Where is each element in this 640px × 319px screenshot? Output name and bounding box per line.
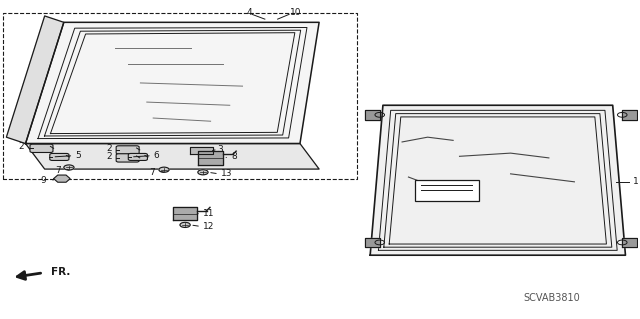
- FancyBboxPatch shape: [116, 146, 139, 154]
- FancyBboxPatch shape: [30, 144, 53, 152]
- FancyBboxPatch shape: [128, 153, 147, 160]
- FancyBboxPatch shape: [116, 154, 139, 162]
- Polygon shape: [6, 16, 64, 144]
- Text: 6: 6: [154, 151, 159, 160]
- Polygon shape: [622, 110, 637, 120]
- FancyBboxPatch shape: [415, 180, 479, 201]
- Text: 5: 5: [76, 151, 81, 160]
- Polygon shape: [365, 238, 380, 247]
- Text: FR.: FR.: [51, 267, 70, 277]
- Polygon shape: [26, 144, 319, 169]
- Text: 11: 11: [203, 209, 214, 218]
- Text: 3: 3: [217, 145, 223, 154]
- Polygon shape: [26, 22, 319, 144]
- Text: 2: 2: [19, 142, 24, 151]
- Text: 1: 1: [633, 177, 639, 186]
- Polygon shape: [622, 238, 637, 247]
- Circle shape: [159, 167, 169, 172]
- Polygon shape: [189, 147, 212, 154]
- Text: 12: 12: [203, 222, 214, 231]
- Text: 10: 10: [291, 8, 302, 17]
- Text: 4: 4: [246, 8, 252, 17]
- Text: 7: 7: [149, 168, 155, 177]
- Polygon shape: [365, 110, 380, 120]
- Polygon shape: [198, 151, 223, 165]
- Circle shape: [180, 222, 190, 227]
- Text: 2: 2: [106, 152, 112, 161]
- Polygon shape: [173, 207, 197, 220]
- Text: 7: 7: [55, 166, 61, 175]
- Text: 13: 13: [221, 169, 232, 178]
- Circle shape: [198, 170, 208, 175]
- Polygon shape: [370, 105, 625, 255]
- Text: 9: 9: [41, 176, 47, 185]
- Text: 2: 2: [106, 144, 112, 153]
- FancyBboxPatch shape: [50, 153, 69, 160]
- Circle shape: [64, 165, 74, 170]
- Text: SCVAB3810: SCVAB3810: [524, 293, 580, 303]
- Text: 8: 8: [231, 152, 237, 161]
